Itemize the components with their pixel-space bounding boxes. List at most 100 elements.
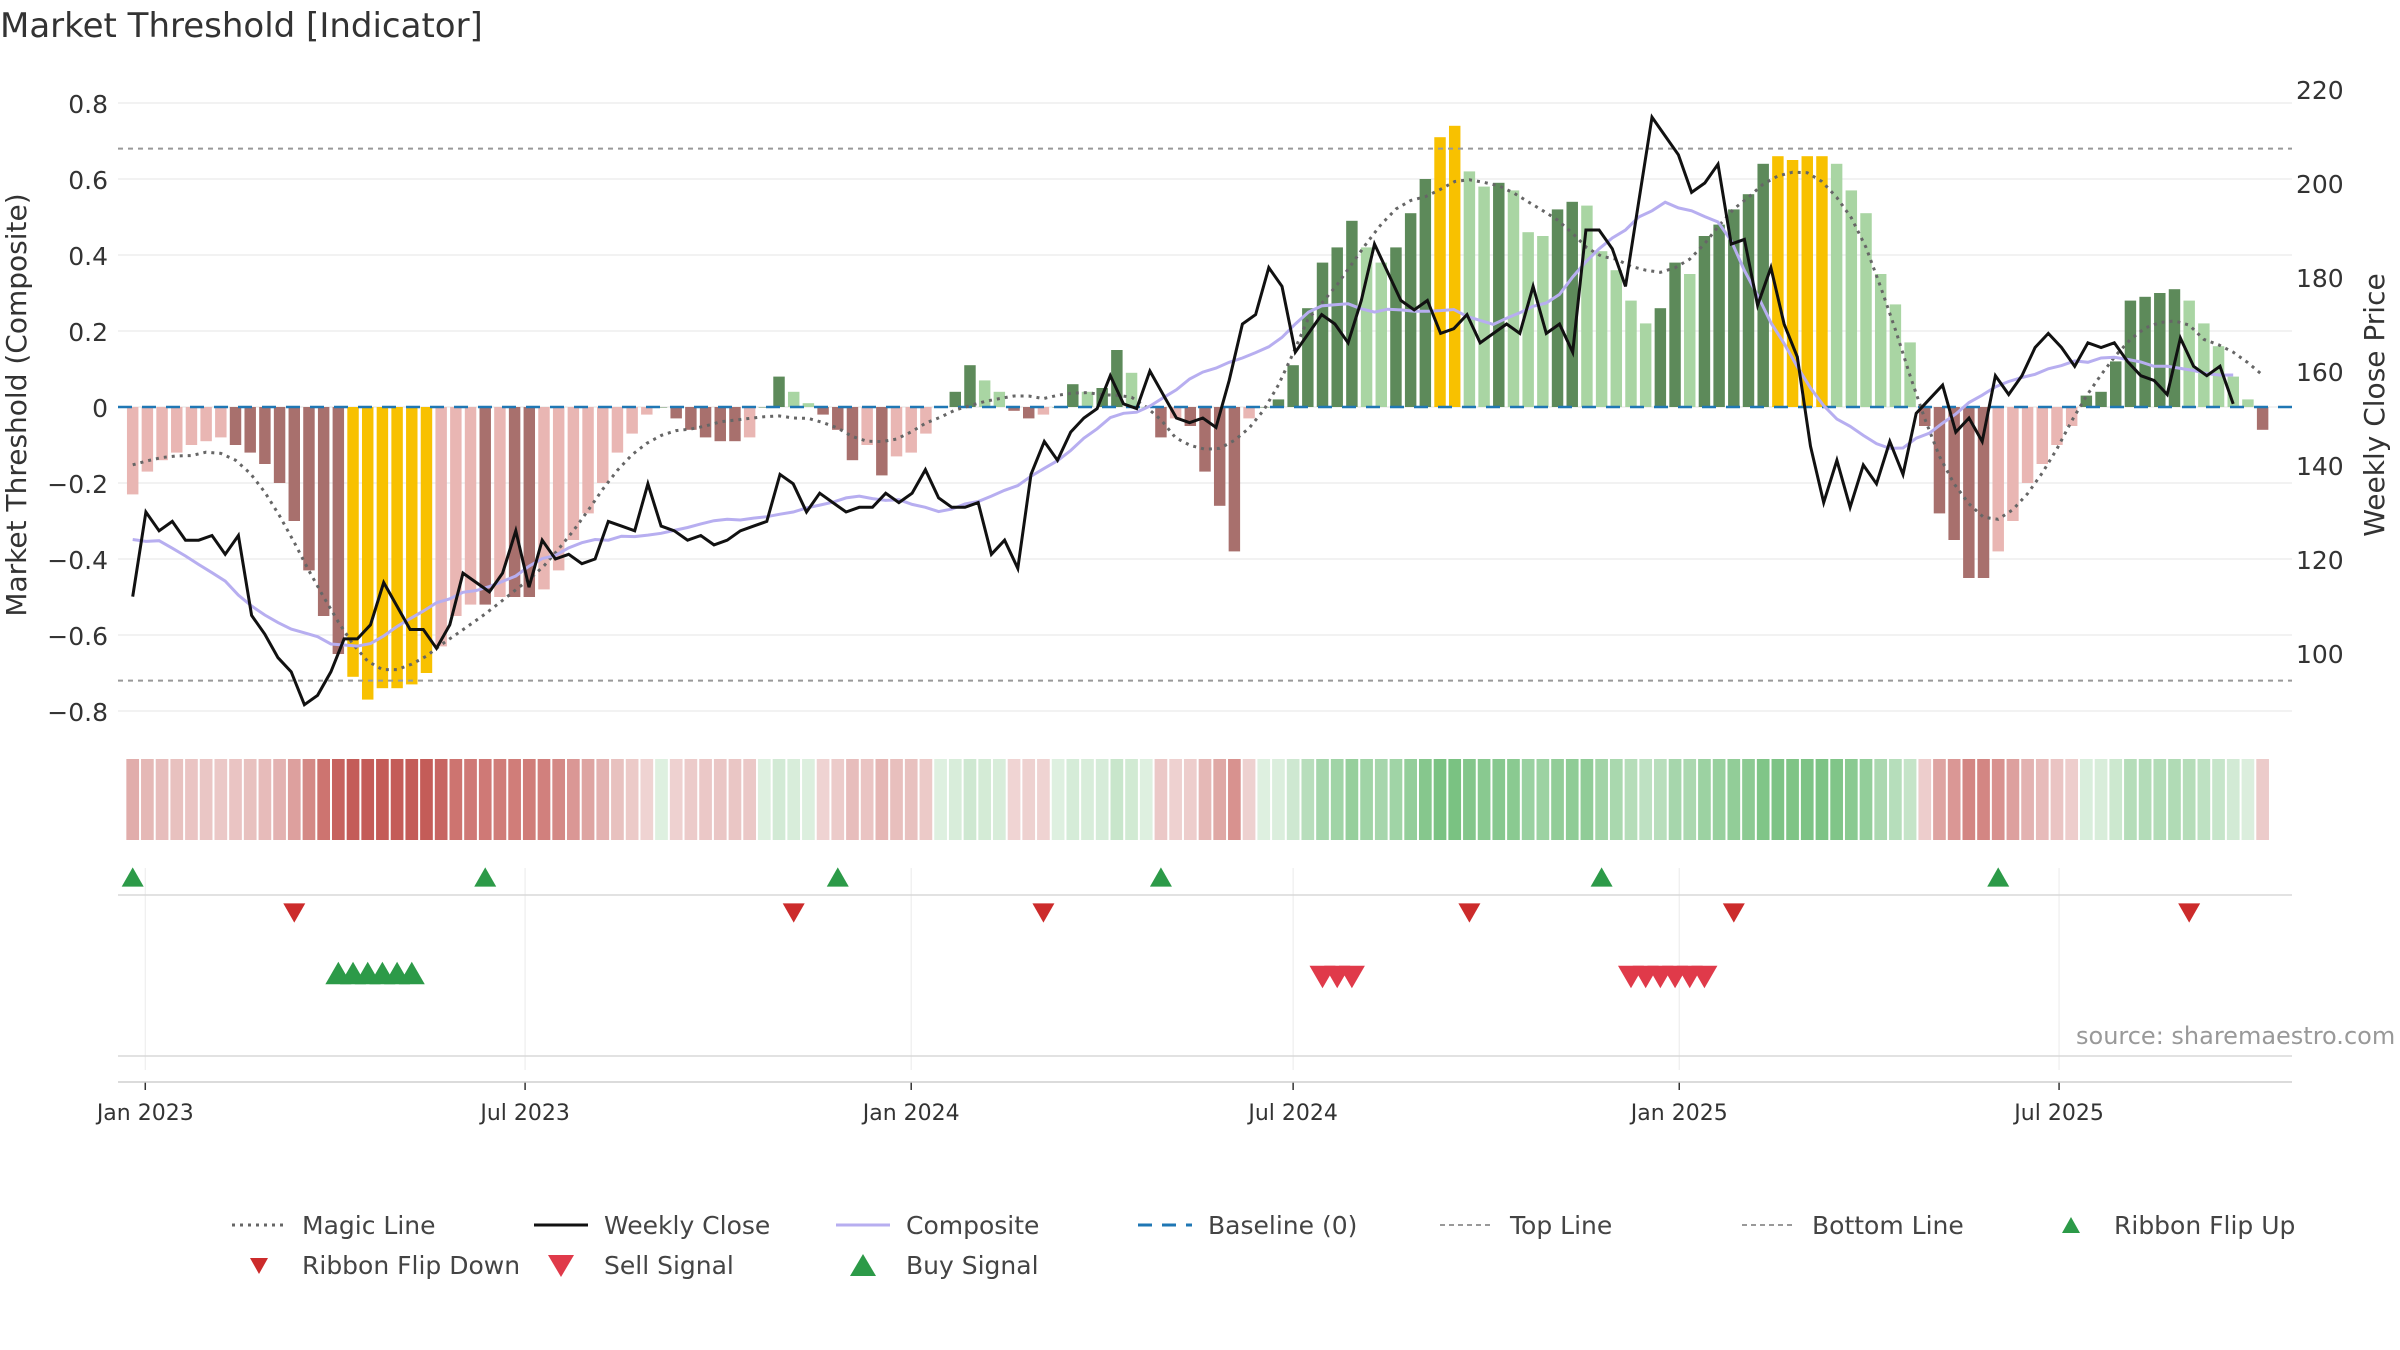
ribbon-cell: [1580, 759, 1594, 840]
composite-bar: [1639, 323, 1652, 407]
ribbon-flip-down-marker: [782, 903, 805, 923]
ribbon-cell: [214, 759, 228, 840]
ribbon-cell: [1712, 759, 1726, 840]
ribbon-cell: [2241, 759, 2255, 840]
ribbon-cell: [963, 759, 977, 840]
legend-item: Weekly Close: [532, 1210, 834, 1240]
composite-bar: [611, 407, 624, 453]
composite-bar: [641, 407, 653, 415]
ribbon-cell: [567, 759, 580, 840]
composite-bar: [259, 407, 271, 464]
y-right-tick-label: 160: [2296, 358, 2344, 387]
composite-bar: [156, 407, 168, 461]
composite-bar: [1992, 407, 2004, 552]
composite-bar: [1169, 407, 1182, 419]
composite-bar: [699, 407, 712, 438]
composite-bar: [2242, 399, 2254, 407]
ribbon-strip: [126, 759, 2269, 840]
composite-bar: [450, 407, 462, 616]
legend-label: Sell Signal: [604, 1250, 734, 1280]
y-axis-left-label: Market Threshold (Composite): [0, 193, 33, 616]
x-tick-label: Jul 2024: [1246, 1101, 1338, 1126]
ribbon-cell: [1609, 759, 1623, 840]
composite-bar: [141, 407, 154, 472]
composite-bar: [1346, 220, 1358, 407]
ribbon-flip-down-marker: [1032, 903, 1055, 923]
y-left-tick-label: −0.4: [47, 546, 108, 575]
composite-bar: [1081, 391, 1094, 407]
axes: 0.8 0.6 0.4 0.2 0 −0.2 −0.4 −0.6 −0.8 220 200 180 16…: [47, 76, 2343, 1126]
legend-label: Baseline (0): [1208, 1210, 1358, 1240]
magic-line: [132, 170, 2264, 672]
ribbon-cell: [743, 759, 756, 840]
ribbon-cell: [1903, 759, 1917, 840]
composite-bar: [949, 391, 962, 407]
composite-bar: [1155, 407, 1167, 438]
ribbon-cell: [1492, 759, 1506, 840]
ribbon-cell: [376, 759, 389, 840]
composite-bar: [876, 407, 888, 476]
ribbon-flip-up-marker: [121, 867, 144, 887]
composite-bar: [332, 407, 345, 654]
composite-bar: [2021, 407, 2034, 483]
composite-bar: [1581, 205, 1593, 407]
ribbon-cell: [2226, 759, 2240, 840]
ribbon-cell: [2168, 759, 2181, 840]
ribbon-cell: [1242, 759, 1256, 840]
composite-bar: [905, 407, 917, 453]
composite-bar: [1830, 163, 1843, 407]
ribbon-cell: [2080, 759, 2093, 840]
composite-bar: [1507, 190, 1520, 407]
ribbon-cell: [170, 759, 184, 840]
ribbon-cell: [699, 759, 712, 840]
composite-bar: [508, 407, 521, 597]
composite-bar: [317, 407, 330, 616]
ribbon-cell: [390, 759, 404, 840]
ribbon-cell: [434, 759, 448, 840]
composite-bar: [1713, 224, 1725, 407]
ribbon-cell: [185, 759, 198, 840]
composite-bar: [2227, 376, 2239, 407]
x-tick-label: Jan 2025: [1629, 1101, 1728, 1126]
ribbon-cell: [1521, 759, 1535, 840]
ribbon-flip-up-marker: [826, 867, 849, 887]
ribbon-cell: [1991, 759, 2005, 840]
ribbon-cell: [713, 759, 727, 840]
x-tick-label: Jan 2023: [95, 1101, 194, 1126]
ribbon-cell: [875, 759, 889, 840]
ribbon-cell: [478, 759, 492, 840]
composite-bar: [244, 407, 256, 453]
y-left-tick-label: 0.2: [68, 318, 108, 347]
dotted-line-icon: [232, 1223, 286, 1227]
composite-bar: [1463, 171, 1476, 407]
ribbon-cell: [1418, 759, 1432, 840]
ribbon-cell: [2109, 759, 2123, 840]
ribbon-cell: [229, 759, 242, 840]
ribbon-cell: [1183, 759, 1197, 840]
legend-label: Ribbon Flip Down: [302, 1250, 521, 1280]
ribbon-cell: [1595, 759, 1608, 840]
composite-bar: [861, 407, 873, 445]
triangle-up-large-icon: [850, 1254, 876, 1276]
ribbon-cell: [1565, 759, 1579, 840]
composite-bar: [406, 407, 418, 685]
ribbon-cell: [772, 759, 786, 840]
ribbon-cell: [243, 759, 257, 840]
composite-bar: [2168, 289, 2181, 407]
composite-bar: [552, 407, 565, 571]
composite-bar: [758, 407, 771, 408]
composite-bar: [1434, 137, 1446, 407]
ribbon-cell: [464, 759, 477, 840]
ribbon-cell: [802, 759, 815, 840]
ribbon-cell: [346, 759, 360, 840]
x-tick-label: Jan 2024: [861, 1101, 960, 1126]
triangle-down-large-icon: [548, 1255, 574, 1277]
ribbon-flip-down-marker: [283, 903, 306, 923]
ribbon-cell: [2050, 759, 2064, 840]
y-right-tick-label: 180: [2296, 264, 2344, 293]
ribbon-cell: [449, 759, 463, 840]
composite-bar: [2051, 407, 2063, 445]
ribbon-cell: [1066, 759, 1080, 840]
ribbon-cell: [2094, 759, 2108, 840]
ribbon-cell: [1433, 759, 1447, 840]
